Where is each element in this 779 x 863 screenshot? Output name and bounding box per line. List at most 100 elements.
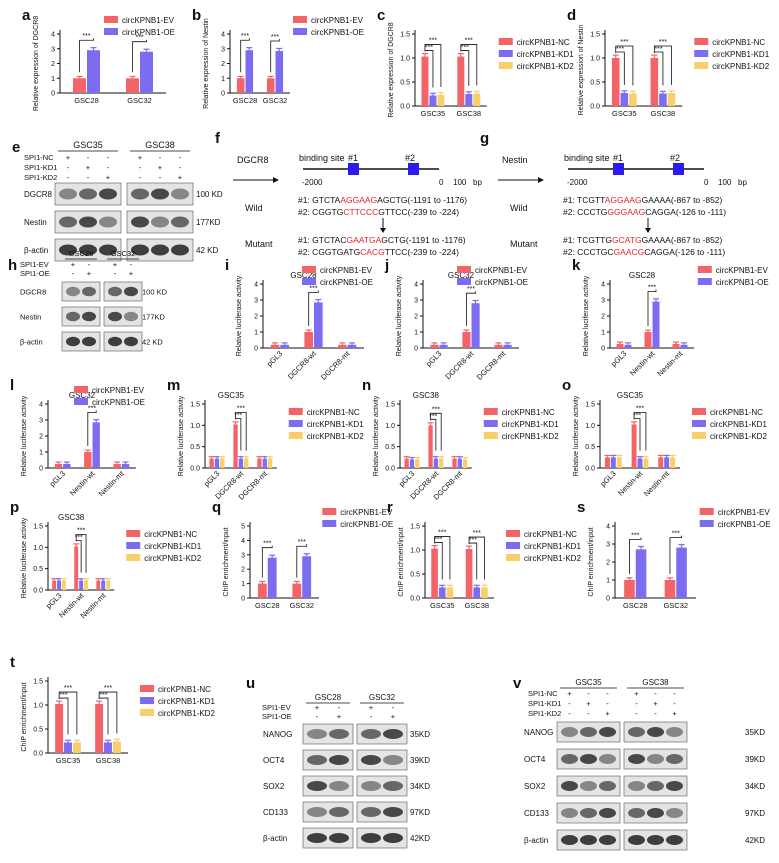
legend-swatch <box>126 530 141 537</box>
significance-bracket <box>634 418 641 451</box>
bar-circKPNB1-KD1-GSC38 <box>473 587 481 598</box>
y-tick-label: 0.0 <box>385 466 395 473</box>
legend-label: circKPNB1-KD1 <box>144 542 201 551</box>
blot-sign: - <box>606 689 609 698</box>
bar-circKPNB1-EV-Nestin-wt <box>84 452 92 468</box>
bar-circKPNB1-NC-GSC38 <box>95 704 104 753</box>
seq-highlight: GAATGA <box>347 235 382 245</box>
legend-swatch <box>498 38 513 45</box>
legend-label: circKPNB1-NC <box>144 530 197 539</box>
gene-name: Nestin <box>502 155 528 165</box>
y-axis-title: Relative luciferase activity <box>21 395 28 476</box>
y-tick-label: 1 <box>221 76 225 83</box>
bar-circKPNB1-KD2-GSC35 <box>437 94 445 106</box>
blot-band <box>79 244 97 256</box>
bar-circKPNB1-KD1-pGL3 <box>409 459 415 468</box>
significance-bracket <box>99 697 109 735</box>
blot-size-label: 177KD <box>142 313 166 322</box>
panel-label-o: o <box>562 377 571 394</box>
significance-bracket <box>469 542 478 580</box>
x-tick-label: Nestin-wt <box>628 348 657 377</box>
legend-swatch <box>457 278 471 285</box>
blot-row-label: NANOG <box>263 730 292 739</box>
bar-circKPNB1-KD1-DGCR8-mt <box>262 458 267 468</box>
blot-membrane <box>302 775 354 797</box>
blot-row-label: CD133 <box>524 809 549 818</box>
y-tick-label: 1.0 <box>190 423 200 430</box>
panel-label-v: v <box>513 675 522 692</box>
y-tick-label: 0 <box>601 346 605 353</box>
bar-circKPNB1-NC-GSC38 <box>457 56 465 106</box>
blot-row-label: OCT4 <box>263 756 285 765</box>
chart-title: GSC28 <box>290 271 317 280</box>
blot-band <box>59 244 77 256</box>
legend-swatch <box>692 408 706 415</box>
x-tick-label: DGCR8-wt <box>286 348 319 381</box>
bar-circKPNB1-KD1-DGCR8-wt <box>433 458 439 468</box>
bar-circKPNB1-EV-pGL3 <box>616 344 624 348</box>
panel-label-e: e <box>12 139 20 156</box>
sequence-line: #2: CGGTGATGCACGTTCC(-239 to -224) <box>298 247 459 257</box>
x-tick-label: GSC38 <box>96 756 121 765</box>
significance-stars: *** <box>636 405 644 412</box>
legend-label: circKPNB1-OE <box>92 398 145 407</box>
chart-c: c 0.0 0.5 1.0 1.5 Relative expression of DGCR… <box>377 7 574 118</box>
significance-bracket <box>87 410 97 446</box>
legend-label: circKPNB1-OE <box>718 520 771 529</box>
legend-label: circKPNB1-NC <box>307 408 360 417</box>
bar-circKPNB1-KD1-GSC35 <box>429 95 437 106</box>
significance-bracket <box>434 536 451 580</box>
significance-stars: *** <box>64 685 72 692</box>
seq-post: CAGGA(-126 to -111) <box>645 207 726 217</box>
bar-circKPNB1-NC-GSC38 <box>650 58 659 106</box>
significance-stars: *** <box>104 685 112 692</box>
bar-circKPNB1-OE-GSC32 <box>302 556 312 598</box>
blot-band <box>599 754 616 764</box>
y-tick-label: 1.5 <box>385 402 395 409</box>
chart-d: d 0.0 0.5 1.0 1.5 Relative expression of Nest… <box>567 7 770 118</box>
y-tick-label: 1.5 <box>33 679 43 686</box>
blot-band <box>307 755 327 765</box>
blot-band <box>99 244 117 256</box>
legend-swatch <box>699 520 714 527</box>
legend-label: circKPNB1-KD2 <box>502 432 559 441</box>
blot-size-label: 39KD <box>745 755 765 764</box>
blot-sign: + <box>605 709 610 718</box>
blot-size-label: 39KD <box>410 756 430 765</box>
y-tick-label: 0.0 <box>190 466 200 473</box>
y-axis-title: Relative luciferase activity <box>573 395 580 476</box>
blot-condition-label: SPI1-NC <box>24 153 54 162</box>
legend-label: circKPNB1-OE <box>122 28 175 37</box>
blot-row-label: β-actin <box>263 834 287 843</box>
bar-circKPNB1-EV-Nestin-mt <box>672 344 680 348</box>
sequence-line: #2: CGGTGCTTCCCGTTCC(-239 to -224) <box>298 207 459 217</box>
blot-band <box>561 808 578 818</box>
bar-circKPNB1-KD1-GSC38 <box>465 94 473 106</box>
blot-band <box>599 808 616 818</box>
y-tick-label: 1.5 <box>190 402 200 409</box>
significance-stars: *** <box>648 285 656 292</box>
blot-condition-label: SPI1-KD2 <box>528 709 561 718</box>
legend-label: circKPNB1-KD2 <box>712 62 769 71</box>
bar-circKPNB1-EV-DGCR8-mt <box>338 344 347 348</box>
binding-site-box <box>408 163 419 175</box>
blot-membrane <box>61 281 101 302</box>
x-tick-label: GSC38 <box>651 109 676 118</box>
blot-sign: - <box>568 699 571 708</box>
blot-band <box>580 754 597 764</box>
y-tick-label: 1.5 <box>410 524 420 531</box>
binding-site-label: binding site <box>299 153 345 163</box>
bar-circKPNB1-OE-GSC28 <box>267 557 277 598</box>
sequence-line: #1: TCGTTGGCATGGAAAA(-867 to -852) <box>563 235 723 245</box>
legend-label: circKPNB1-KD2 <box>307 432 364 441</box>
bar-circKPNB1-KD1-DGCR8-wt <box>238 458 244 468</box>
bar-circKPNB1-NC-GSC35 <box>55 704 64 753</box>
seq-highlight: GCATG <box>612 235 642 245</box>
x-tick-label: GSC35 <box>612 109 637 118</box>
significance-stars: *** <box>655 46 663 53</box>
y-tick-label: 0.0 <box>585 466 595 473</box>
blot-band <box>329 833 349 843</box>
blot-membrane <box>126 210 194 234</box>
panel-label-h: h <box>8 257 17 274</box>
